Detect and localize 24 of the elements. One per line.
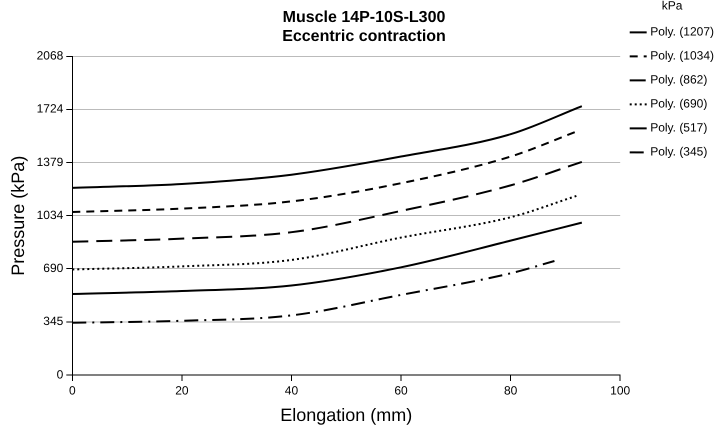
y-axis-title: Pressure (kPa)	[8, 156, 28, 276]
x-tick-label: 60	[394, 384, 408, 398]
x-tick-label: 0	[68, 384, 76, 398]
legend-label: Poly. (1207)	[650, 24, 714, 39]
y-tick-label: 345	[43, 314, 64, 328]
legend-label: Poly. (345)	[650, 144, 708, 159]
y-tick-label: 0	[56, 367, 64, 382]
x-tick-label: 80	[504, 384, 518, 398]
y-tick-label: 1379	[36, 154, 64, 169]
chart-title: Muscle 14P-10S-L300	[282, 9, 446, 26]
y-tick-label: 1034	[36, 208, 64, 222]
legend-title: kPa	[662, 0, 683, 12]
y-tick-label: 2068	[36, 48, 64, 63]
legend-label: Poly. (517)	[650, 120, 708, 135]
legend-label: Poly. (1034)	[650, 48, 714, 63]
y-tick-label: 1724	[36, 102, 64, 116]
x-tick-label: 40	[284, 384, 298, 398]
legend-label: Poly. (690)	[650, 96, 708, 111]
x-axis-title: Elongation (mm)	[280, 405, 412, 426]
y-tick-label: 690	[43, 261, 64, 276]
chart-subtitle: Eccentric contraction	[282, 28, 446, 46]
x-tick-label: 20	[175, 384, 189, 398]
legend-label: Poly. (862)	[650, 72, 708, 87]
x-tick-label: 100	[610, 384, 631, 398]
